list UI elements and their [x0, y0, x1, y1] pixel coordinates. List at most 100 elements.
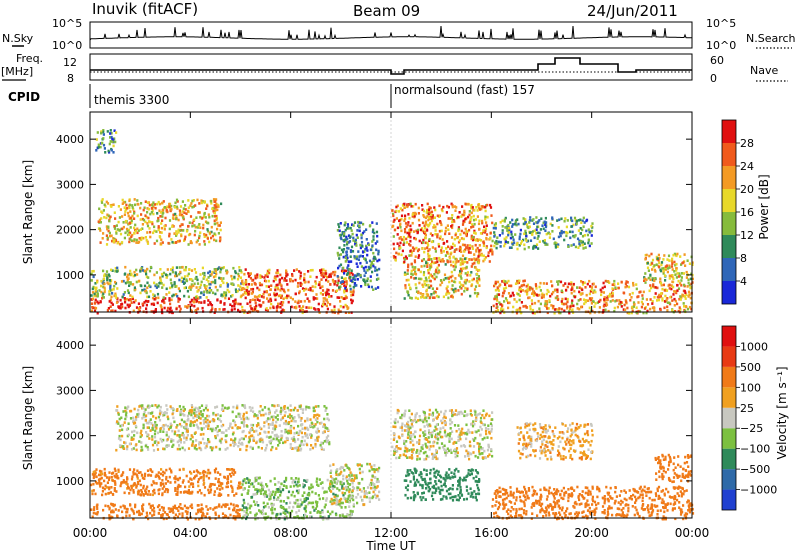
power-echo-cell — [655, 255, 658, 259]
power-echo-cell — [446, 204, 449, 208]
power-echo-cell — [498, 284, 501, 288]
power-echo-cell — [454, 277, 457, 280]
power-echo-cell — [540, 296, 543, 299]
velocity-echo-cell — [163, 411, 166, 415]
power-echo-cell — [477, 255, 480, 258]
velocity-echo-cell — [161, 425, 164, 428]
velocity-echo-cell — [206, 418, 209, 422]
power-echo-cell — [503, 289, 506, 293]
velocity-echo-cell — [108, 476, 111, 479]
power-echo-cell — [535, 243, 539, 246]
power-echo-cell — [499, 245, 502, 248]
power-echo-cell — [276, 305, 279, 308]
power-echo-cell — [286, 273, 289, 276]
power-echo-cell — [107, 307, 110, 310]
velocity-echo-cell — [91, 473, 94, 476]
power-echo-cell — [450, 236, 454, 239]
power-echo-cell — [439, 235, 442, 238]
power-echo-cell — [531, 232, 534, 236]
velocity-echo-cell — [224, 503, 227, 506]
power-echo-cell — [410, 262, 413, 266]
velocity-echo-cell — [227, 468, 230, 471]
power-echo-cell — [397, 252, 400, 256]
velocity-echo-cell — [123, 505, 126, 508]
power-echo-cell — [684, 297, 687, 300]
power-echo-cell — [679, 282, 682, 285]
power-echo-cell — [507, 233, 510, 237]
velocity-echo-cell — [232, 469, 236, 472]
power-echo-cell — [269, 288, 272, 291]
power-echo-cell — [458, 247, 461, 251]
velocity-echo-cell — [149, 429, 152, 432]
power-echo-cell — [275, 283, 278, 287]
power-echo-cell — [461, 213, 464, 217]
power-echo-cell — [499, 303, 502, 306]
velocity-echo-cell — [194, 517, 197, 521]
velocity-echo-cell — [322, 431, 325, 435]
power-echo-cell — [155, 286, 158, 289]
power-echo-cell — [244, 268, 247, 271]
power-echo-cell — [409, 250, 412, 253]
power-echo-cell — [434, 247, 437, 250]
power-echo-cell — [249, 276, 252, 280]
power-echo-cell — [94, 306, 98, 310]
power-echo-cell — [106, 278, 109, 282]
power-echo-cell — [590, 234, 593, 237]
power-echo-cell — [238, 269, 241, 272]
velocity-echo-cell — [152, 449, 156, 452]
power-echo-cell — [517, 222, 520, 226]
power-echo-cell — [294, 300, 297, 303]
power-echo-cell — [224, 296, 227, 300]
power-echo-cell — [475, 248, 478, 252]
power-echo-cell — [476, 209, 479, 212]
velocity-echo-cell — [143, 477, 146, 480]
power-echo-cell — [476, 239, 479, 242]
power-echo-cell — [191, 199, 194, 203]
velocity-echo-cell — [184, 485, 187, 489]
power-echo-cell — [148, 227, 151, 230]
power-echo-cell — [113, 211, 116, 214]
power-echo-cell — [432, 261, 435, 265]
velocity-echo-cell — [232, 439, 235, 443]
power-echo-cell — [150, 207, 153, 210]
power-echo-cell — [264, 279, 268, 283]
power-echo-cell — [344, 269, 347, 273]
velocity-echo-cell — [216, 471, 220, 474]
velocity-echo-cell — [189, 437, 192, 441]
power-echo-cell — [509, 221, 512, 224]
power-echo-cell — [222, 308, 225, 311]
velocity-echo-cell — [147, 411, 150, 415]
power-echo-cell — [157, 285, 160, 288]
power-echo-cell — [463, 211, 466, 214]
velocity-echo-cell — [216, 413, 219, 416]
power-echo-cell — [494, 280, 497, 284]
power-echo-cell — [474, 266, 477, 269]
power-echo-cell — [178, 298, 181, 301]
power-echo-cell — [653, 296, 656, 299]
power-echo-cell — [231, 294, 234, 297]
velocity-echo-cell — [125, 482, 128, 485]
power-echo-cell — [153, 273, 156, 277]
power-echo-cell — [672, 277, 675, 280]
power-echo-cell — [428, 248, 431, 251]
power-echo-cell — [206, 229, 210, 233]
velocity-echo-cell — [248, 438, 251, 441]
power-echo-cell — [128, 221, 132, 225]
velocity-echo-cell — [152, 480, 155, 483]
power-echo-cell — [346, 223, 349, 226]
power-echo-cell — [476, 281, 479, 285]
power-echo-cell — [556, 295, 559, 298]
power-echo-cell — [529, 307, 532, 311]
power-echo-cell — [125, 203, 128, 207]
power-echo-cell — [171, 268, 174, 272]
power-echo-cell — [347, 247, 350, 250]
velocity-echo-cell — [121, 428, 124, 432]
velocity-echo-cell — [292, 426, 295, 430]
power-echo-cell — [408, 283, 411, 287]
power-echo-cell — [465, 246, 468, 249]
power-echo-cell — [617, 282, 620, 285]
power-echo-cell — [162, 283, 165, 287]
power-echo-cell — [105, 234, 108, 237]
velocity-echo-cell — [166, 408, 169, 411]
